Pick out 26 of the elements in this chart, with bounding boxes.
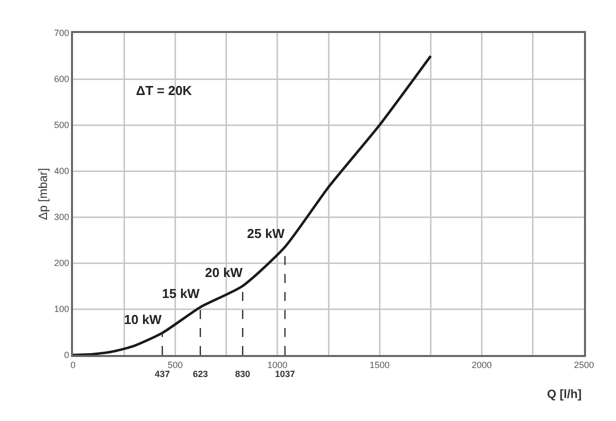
annotation: 15 kW xyxy=(162,286,200,301)
annotation: 25 kW xyxy=(247,226,286,241)
y-tick-label: 200 xyxy=(54,258,70,268)
y-tick-label: 0 xyxy=(64,350,70,360)
x-tick-label: 2500 xyxy=(574,360,594,370)
y-tick-label: 700 xyxy=(54,28,70,38)
annotation: 20 kW xyxy=(205,265,244,280)
x2-tick-label: 623 xyxy=(192,369,208,379)
y-tick-label: 500 xyxy=(54,120,70,130)
x-tick-label: 1000 xyxy=(267,360,288,370)
y-axis-title: Δp [mbar] xyxy=(36,168,50,220)
annotation: ΔT = 20K xyxy=(136,83,193,98)
x2-tick-label: 437 xyxy=(154,369,170,379)
y-tick-label: 400 xyxy=(54,166,70,176)
x2-tick-label: 830 xyxy=(235,369,250,379)
line-series xyxy=(73,54,432,355)
y-tick-label: 300 xyxy=(54,212,70,222)
y-tick-label: 600 xyxy=(54,74,70,84)
x-tick-label: 2000 xyxy=(472,360,492,370)
y-tick-label: 100 xyxy=(54,304,70,314)
x-tick-label: 0 xyxy=(70,360,76,370)
annotation: 10 kW xyxy=(124,312,162,327)
x2-tick-label: 1037 xyxy=(274,369,295,379)
x-axis-title: Q [l/h] xyxy=(547,387,582,401)
x-tick-label: 1500 xyxy=(370,360,390,370)
x-tick-label: 500 xyxy=(168,360,183,370)
